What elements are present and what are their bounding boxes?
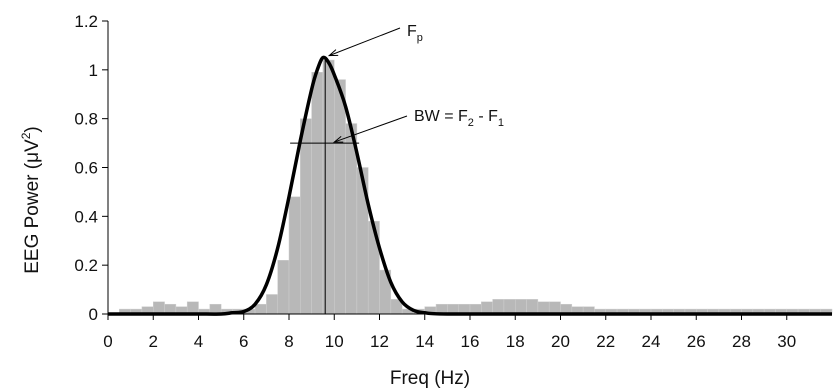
x-tick-label: 18 (506, 332, 525, 351)
annotation-arrows (327, 27, 408, 143)
bar (334, 79, 346, 315)
bar (153, 301, 165, 315)
y-axis-title-sup: 2 (19, 132, 33, 139)
y-axis-title: EEG Power (μV2) (19, 126, 43, 274)
x-tick-label: 10 (325, 332, 344, 351)
x-tick-label: 20 (551, 332, 570, 351)
y-axis-title-main: EEG Power ( (22, 162, 43, 274)
bw-annotation-sub2: 2 (468, 117, 474, 129)
x-axis-title: Freq (Hz) (390, 368, 470, 389)
y-tick-label: 0.8 (74, 110, 98, 129)
fitted-curve (108, 55, 832, 316)
y-axis-title-unit: V (22, 139, 43, 152)
y-axis-title-mu: μ (22, 152, 43, 163)
bw-arrow-head (332, 135, 344, 143)
x-tick-label: 6 (239, 332, 248, 351)
bar (288, 196, 301, 315)
x-tick-label: 8 (284, 332, 293, 351)
x-tick-label: 26 (687, 332, 706, 351)
x-tick-label: 2 (149, 332, 158, 351)
fp-arrow-head (327, 49, 339, 57)
bar (254, 303, 267, 315)
x-tick-label: 14 (415, 332, 434, 351)
x-tick-label: 4 (194, 332, 203, 351)
bw-annotation: BW = F2 - F1 (414, 108, 504, 129)
bar (322, 59, 335, 315)
y-tick-label: 0.6 (74, 159, 98, 178)
bar (526, 299, 539, 315)
bar (367, 220, 380, 315)
tick-labels: 00.20.40.60.811.20 2 4 6 8 10 12 14 16 18 20 22 24 26… (74, 12, 796, 351)
bar (492, 299, 505, 315)
x-tick-label: 30 (777, 332, 796, 351)
peak-guides (290, 57, 360, 314)
y-tick-label: 0 (89, 305, 98, 324)
y-tick-label: 0.4 (74, 207, 98, 226)
bar (548, 301, 561, 315)
bar (481, 301, 493, 315)
bar (277, 260, 290, 315)
bw-annotation-prefix: BW = F (414, 108, 468, 125)
bar (537, 301, 550, 315)
fp-arrow (329, 27, 401, 57)
fp-annotation-sub: p (417, 32, 423, 44)
bar (266, 294, 278, 315)
y-axis-title-close: ) (22, 126, 43, 132)
bar (300, 118, 312, 315)
fp-annotation-main: F (407, 23, 417, 40)
x-tick-label: 16 (461, 332, 480, 351)
x-tick-label: 22 (596, 332, 615, 351)
bw-annotation-mid: - F (474, 108, 498, 125)
bw-arrow (334, 115, 408, 143)
bar (186, 301, 199, 315)
x-tick-label: 24 (642, 332, 661, 351)
axes (102, 20, 832, 320)
x-tick-label: 28 (732, 332, 751, 351)
y-tick-label: 0.2 (74, 256, 98, 275)
bar (503, 299, 516, 315)
spectrum-bars (119, 59, 833, 315)
y-tick-label: 1.2 (74, 12, 98, 31)
x-tick-label: 12 (370, 332, 389, 351)
bar (515, 299, 527, 315)
bw-annotation-sub1: 1 (498, 117, 504, 129)
y-tick-label: 1 (89, 61, 98, 80)
x-tick-label: 0 (103, 332, 112, 351)
bar (311, 72, 324, 315)
fitted-curve-group (108, 55, 832, 316)
fp-annotation: Fp (407, 23, 423, 44)
